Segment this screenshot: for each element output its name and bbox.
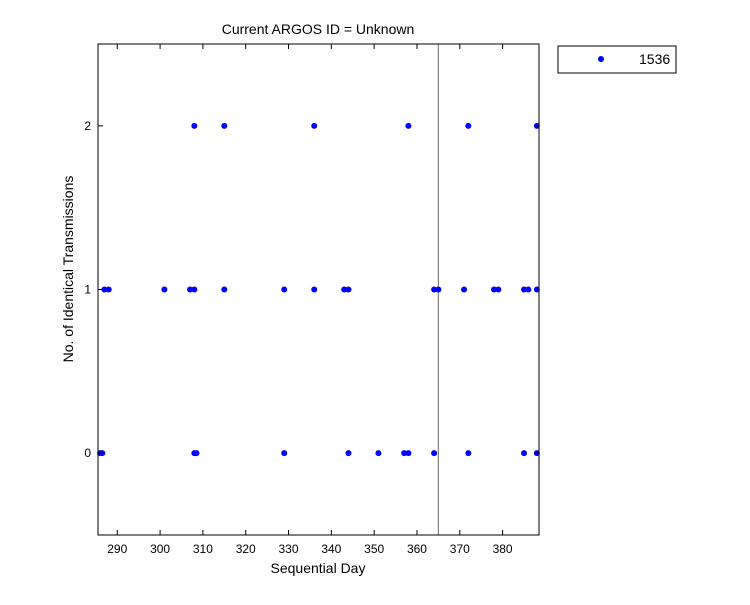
data-point: [161, 286, 168, 293]
data-point: [101, 286, 108, 293]
data-point: [191, 122, 198, 129]
x-tick-label: 330: [279, 542, 299, 556]
y-axis-label: No. of Identical Transmissions: [60, 176, 76, 363]
legend-box: [557, 45, 677, 74]
data-point: [525, 286, 532, 293]
data-point: [401, 450, 408, 457]
data-point: [405, 122, 412, 129]
x-tick-label: 290: [107, 542, 127, 556]
x-tick-label: 350: [364, 542, 384, 556]
data-point: [521, 450, 528, 457]
data-point: [311, 286, 318, 293]
data-point: [405, 450, 412, 457]
data-point: [435, 286, 442, 293]
data-point: [187, 286, 194, 293]
data-point: [345, 450, 352, 457]
x-axis-label: Sequential Day: [271, 560, 366, 576]
x-tick-label: 310: [193, 542, 213, 556]
x-tick-label: 360: [407, 542, 427, 556]
plot-content: [97, 44, 540, 535]
y-tick-label: 0: [84, 446, 91, 460]
data-point: [311, 122, 318, 129]
data-point: [491, 286, 498, 293]
data-point: [281, 450, 288, 457]
data-point: [521, 286, 528, 293]
data-point: [461, 286, 468, 293]
legend: 1536: [557, 45, 677, 74]
y-tick-label: 2: [84, 119, 91, 133]
data-point: [465, 450, 472, 457]
data-point: [465, 122, 472, 129]
data-point: [105, 286, 112, 293]
data-point: [341, 286, 348, 293]
data-point: [191, 286, 198, 293]
data-point: [193, 450, 200, 457]
legend-series-label: 1536: [639, 51, 670, 67]
x-tick-label: 370: [450, 542, 470, 556]
data-point: [221, 122, 228, 129]
data-point: [221, 286, 228, 293]
data-point: [431, 450, 438, 457]
y-axis-ticks: 0 1 2: [84, 119, 539, 460]
data-point: [281, 286, 288, 293]
legend-marker: [598, 56, 604, 62]
chart-title: Current ARGOS ID = Unknown: [222, 21, 415, 37]
x-tick-label: 380: [493, 542, 513, 556]
y-tick-label: 1: [84, 283, 91, 297]
data-point: [375, 450, 382, 457]
data-point: [345, 286, 352, 293]
x-tick-label: 300: [150, 542, 170, 556]
data-point: [431, 286, 438, 293]
x-tick-label: 340: [321, 542, 341, 556]
x-tick-label: 320: [236, 542, 256, 556]
data-point: [495, 286, 502, 293]
x-axis-ticks: 290 300 310 320 330 340 350 360 370 380: [107, 44, 513, 556]
